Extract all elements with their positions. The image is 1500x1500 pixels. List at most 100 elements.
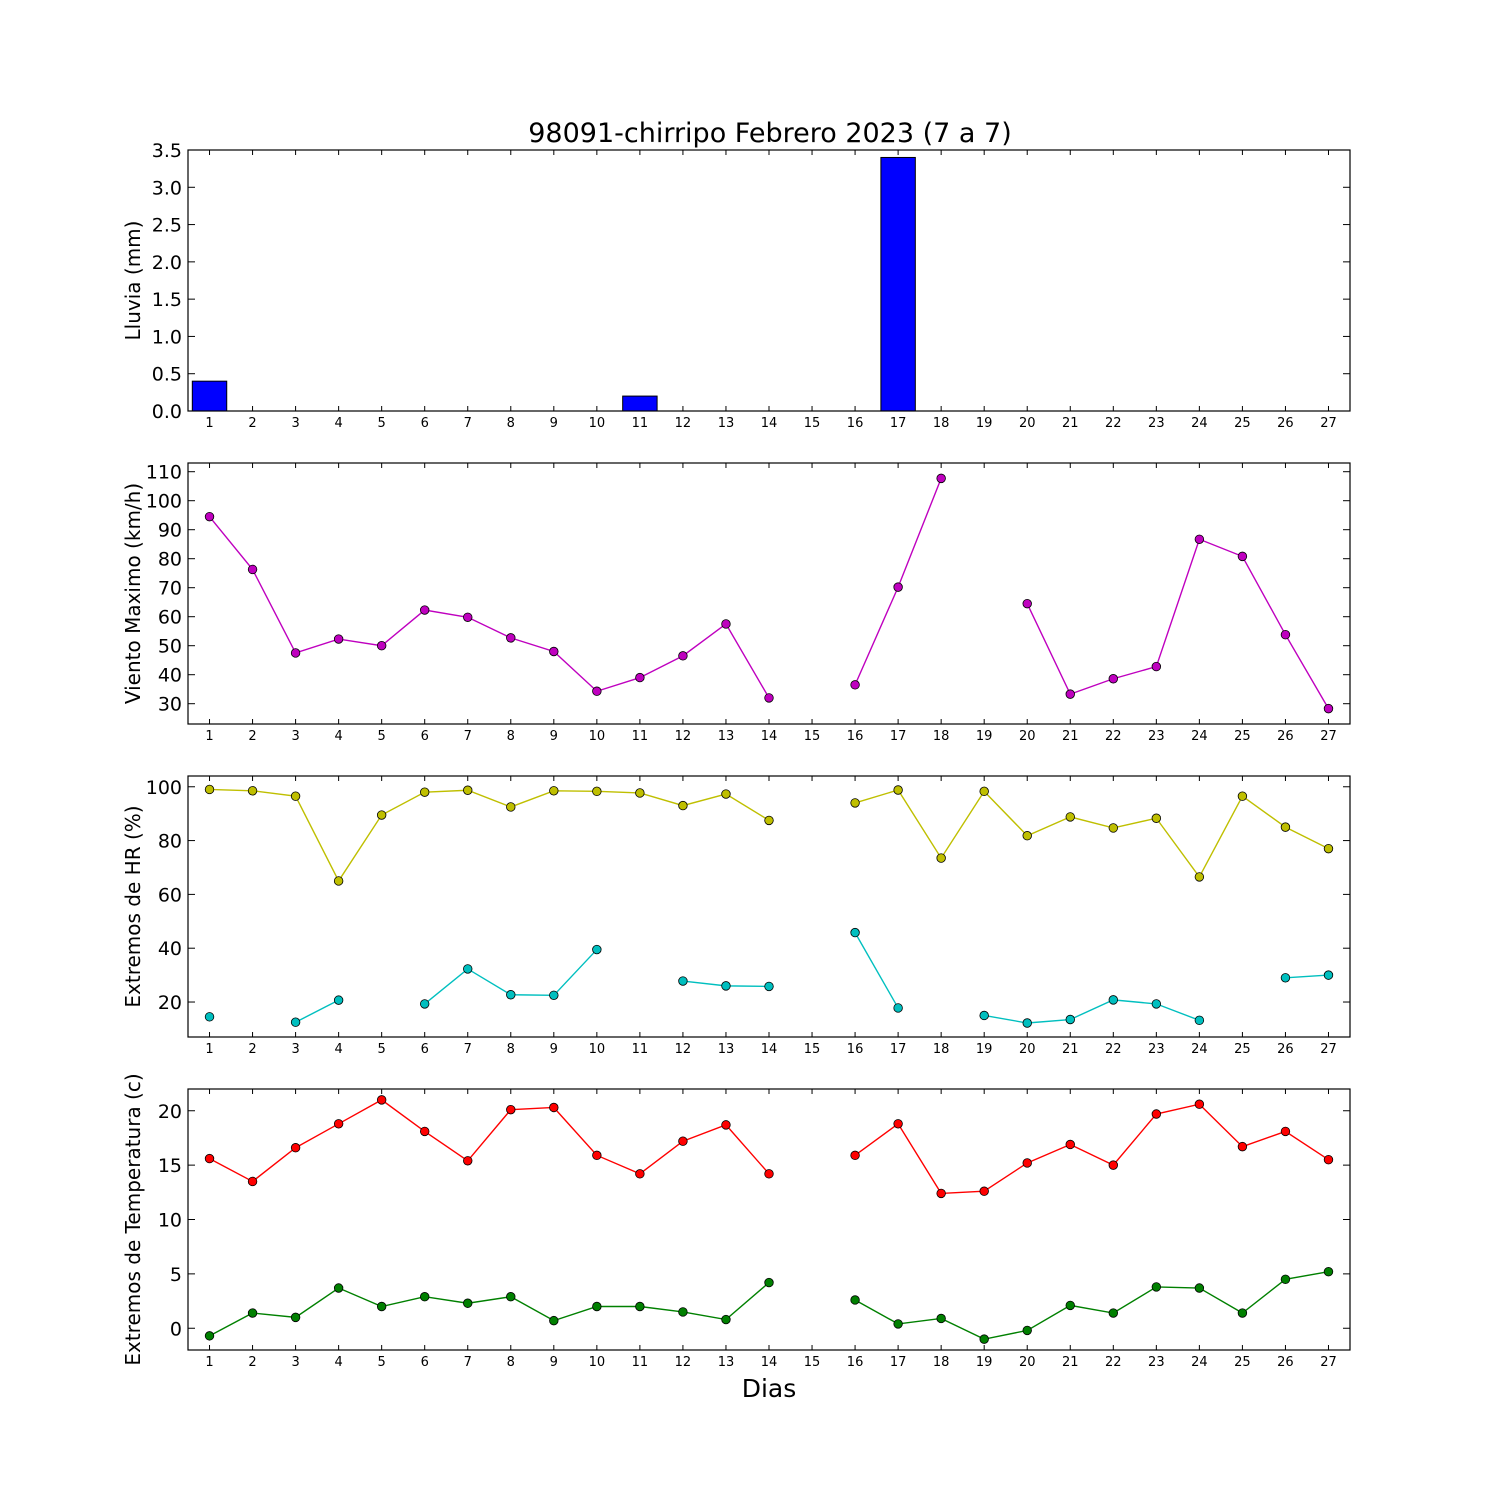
data-point xyxy=(463,1298,473,1308)
x-tick-label: 2 xyxy=(248,1355,256,1370)
data-point xyxy=(204,511,215,522)
plot-frame xyxy=(187,149,1351,412)
data-point xyxy=(1323,1154,1334,1165)
x-tick-label: 4 xyxy=(334,1355,342,1370)
data-point xyxy=(936,853,946,863)
data-point xyxy=(1151,813,1162,823)
data-point xyxy=(850,1295,860,1305)
series-line xyxy=(854,1103,1329,1195)
data-point xyxy=(420,1126,430,1137)
series-line xyxy=(854,932,899,1009)
data-point xyxy=(549,990,559,1000)
data-point xyxy=(764,815,774,826)
data-point xyxy=(721,1314,731,1325)
y-tick-label: 15 xyxy=(158,1155,182,1177)
y-axis-label: Extremos de HR (%) xyxy=(121,805,145,1007)
x-tick-label: 11 xyxy=(632,1042,649,1057)
data-point xyxy=(592,944,602,955)
data-point xyxy=(549,1315,559,1326)
x-tick-label: 6 xyxy=(421,729,429,744)
data-point xyxy=(721,789,731,799)
data-point xyxy=(1065,1300,1075,1311)
panel-1: 1 2 3 4 5 6 7 8 9 10 11 12 13 14 15 16 17 18 19 20 21 22 23 24 2… xyxy=(121,140,1351,431)
y-tick-label: 40 xyxy=(158,665,182,687)
data-point xyxy=(764,981,774,992)
y-tick-label: 2.0 xyxy=(152,252,182,274)
data-point xyxy=(290,1017,301,1027)
data-point xyxy=(592,1150,602,1161)
panel-3: 1 2 3 4 5 6 7 8 9 10 11 12 13 14 15 16 17 18 19 20 21 22 23 24 2… xyxy=(121,775,1351,1057)
x-tick-label: 4 xyxy=(334,729,342,744)
x-tick-label: 27 xyxy=(1320,416,1337,431)
data-point xyxy=(678,976,688,986)
y-tick-label: 50 xyxy=(158,636,182,658)
x-tick-label: 26 xyxy=(1277,1042,1294,1057)
x-tick-label: 6 xyxy=(421,1042,429,1057)
y-tick-label: 1.0 xyxy=(152,326,182,348)
data-point xyxy=(1022,831,1032,841)
chart-panels: 1 2 3 4 5 6 7 8 9 10 11 12 13 14 15 16 17 18 19 20 21 22 23 24 2… xyxy=(121,140,1351,1370)
y-tick-label: 60 xyxy=(158,607,182,629)
x-tick-label: 10 xyxy=(589,1042,606,1057)
y-tick-label: 0 xyxy=(170,1318,182,1340)
chart-title: 98091-chirripo Febrero 2023 (7 a 7) xyxy=(528,118,1012,149)
data-point xyxy=(678,1307,688,1317)
x-tick-label: 4 xyxy=(334,1042,342,1057)
x-tick-label: 25 xyxy=(1234,1042,1251,1057)
x-tick-label: 20 xyxy=(1019,416,1036,431)
y-tick-label: 40 xyxy=(158,938,182,960)
data-point xyxy=(1108,995,1118,1005)
x-tick-label: 11 xyxy=(632,416,649,431)
series-line xyxy=(208,516,770,699)
data-point xyxy=(893,1119,903,1129)
x-tick-label: 14 xyxy=(761,1355,778,1370)
x-tick-label: 18 xyxy=(933,416,950,431)
data-point xyxy=(420,999,430,1009)
data-point xyxy=(1151,999,1162,1009)
data-point xyxy=(635,1169,645,1179)
x-tick-label: 27 xyxy=(1320,729,1337,744)
x-tick-label: 3 xyxy=(291,1042,299,1057)
data-point xyxy=(420,605,430,615)
data-point xyxy=(979,1334,989,1344)
data-point xyxy=(463,612,473,622)
plot-frame xyxy=(187,1088,1351,1351)
data-point xyxy=(204,784,215,795)
data-point xyxy=(1194,534,1205,544)
data-point xyxy=(506,990,516,1000)
data-point xyxy=(376,641,387,651)
x-tick-label: 6 xyxy=(421,1355,429,1370)
x-tick-label: 26 xyxy=(1277,416,1294,431)
x-tick-label: 13 xyxy=(718,1042,735,1057)
data-point xyxy=(721,981,731,991)
data-point xyxy=(1108,1160,1118,1170)
data-point xyxy=(1065,689,1075,699)
x-tick-label: 9 xyxy=(550,1042,558,1057)
series-line xyxy=(209,788,770,883)
data-point xyxy=(1237,551,1248,562)
data-point xyxy=(635,672,645,683)
x-tick-label: 13 xyxy=(718,416,735,431)
x-tick-label: 5 xyxy=(378,1355,386,1370)
data-point xyxy=(721,1120,731,1130)
data-point xyxy=(1151,1109,1162,1119)
data-point xyxy=(1323,1266,1334,1277)
x-tick-label: 15 xyxy=(804,1355,821,1370)
x-tick-label: 15 xyxy=(804,729,821,744)
data-point xyxy=(247,564,258,575)
series-line xyxy=(1026,538,1330,709)
x-tick-label: 11 xyxy=(632,1355,649,1370)
x-tick-label: 1 xyxy=(205,1042,213,1057)
data-point xyxy=(592,686,602,696)
y-tick-label: 80 xyxy=(158,831,182,853)
data-point xyxy=(764,693,774,703)
data-point xyxy=(850,798,860,808)
x-tick-label: 23 xyxy=(1148,1355,1165,1370)
data-point xyxy=(850,680,860,690)
data-point xyxy=(1237,791,1248,801)
series-line xyxy=(854,478,942,686)
x-tick-label: 11 xyxy=(632,729,649,744)
x-tick-label: 3 xyxy=(291,416,299,431)
x-tick-label: 21 xyxy=(1062,729,1079,744)
y-tick-label: 1.5 xyxy=(152,289,182,311)
